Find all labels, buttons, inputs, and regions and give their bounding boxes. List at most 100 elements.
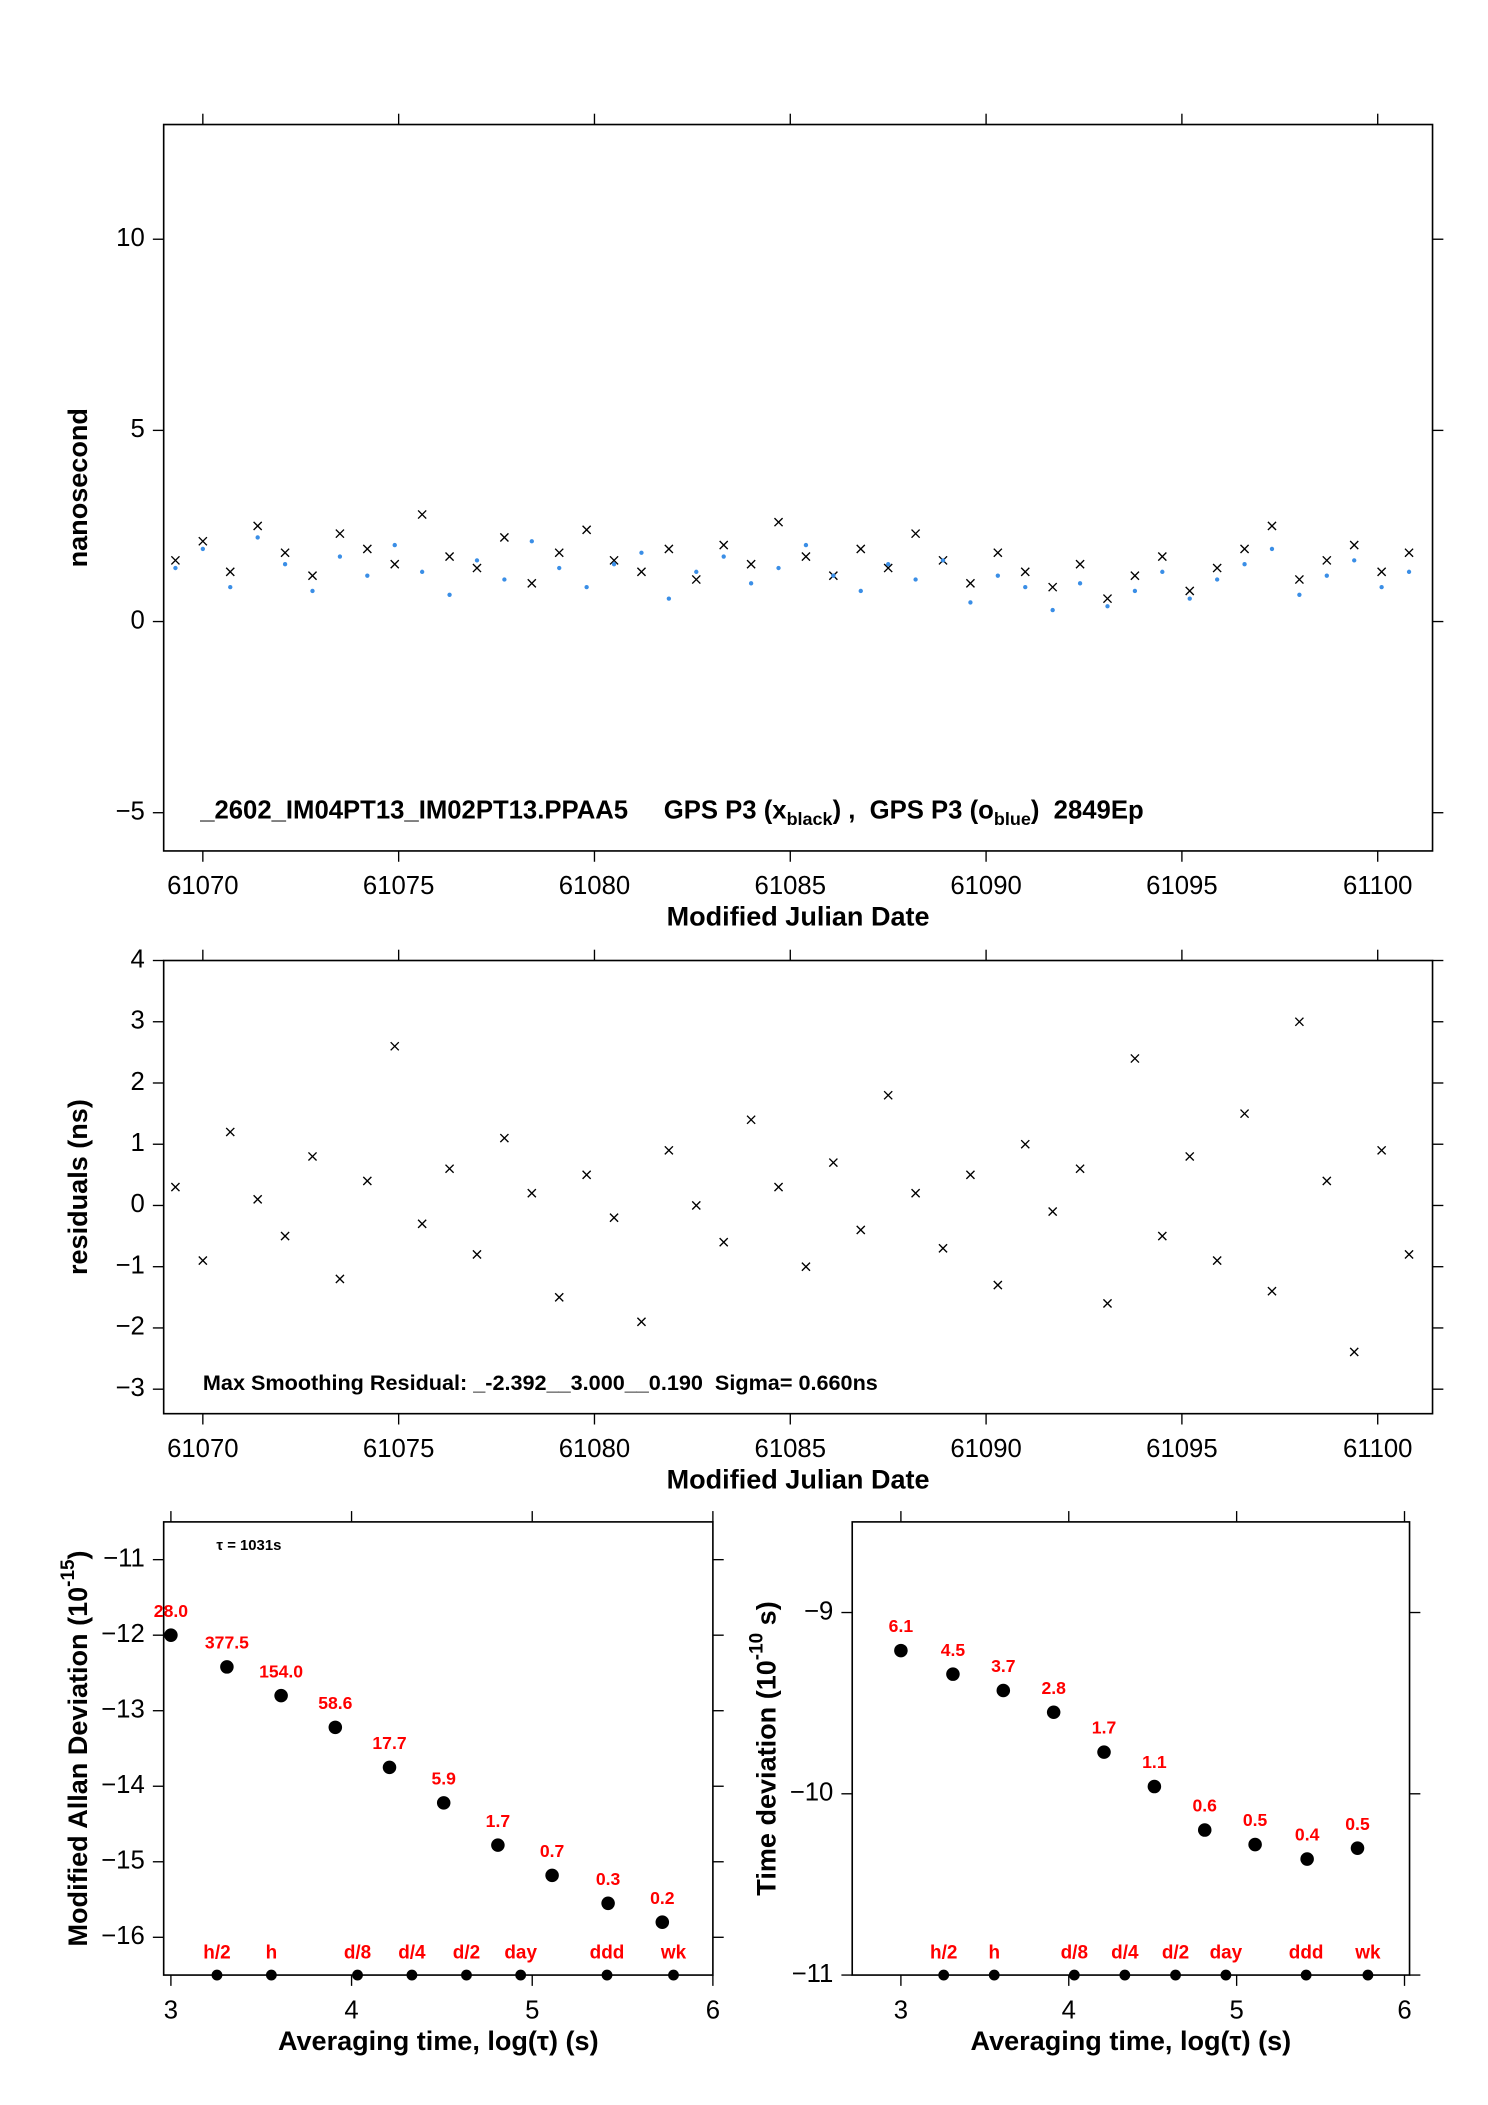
x-marker — [719, 1237, 729, 1247]
dot-marker — [894, 1643, 908, 1658]
y-tick-label: 5 — [130, 415, 144, 443]
dot-marker — [337, 554, 343, 559]
dot-marker — [858, 588, 863, 594]
x-marker — [1020, 1139, 1030, 1149]
x-marker — [1185, 1151, 1195, 1162]
x-marker — [445, 552, 455, 562]
time-marker — [601, 1969, 613, 1981]
dot-marker — [666, 596, 672, 601]
script-text: -10 — [747, 1633, 768, 1660]
time-marker — [988, 1969, 1000, 1981]
data-marks — [170, 509, 1414, 613]
point-label: 0.5 — [1345, 1814, 1370, 1834]
dot-marker — [1147, 1779, 1162, 1794]
x-marker — [499, 1133, 509, 1143]
x-marker — [801, 552, 811, 562]
time-marker — [352, 1969, 363, 1981]
x-marker — [911, 529, 921, 539]
x-marker — [1267, 521, 1277, 531]
x-marker — [527, 1188, 537, 1198]
y-tick-label: 0 — [130, 606, 144, 634]
x-tick-label: 3 — [894, 1996, 908, 2024]
x-marker — [335, 529, 345, 539]
x-marker — [1102, 1298, 1113, 1308]
x-marker — [1322, 1176, 1332, 1186]
x-axis-title: Modified Julian Date — [667, 1464, 930, 1494]
time-marker — [211, 1969, 223, 1981]
point-label: 6.1 — [889, 1616, 914, 1636]
dot-marker — [1300, 1852, 1314, 1866]
x-tick-label: 4 — [344, 1996, 358, 2024]
time-marker-label: wk — [660, 1942, 687, 1963]
point-label: 0.5 — [1243, 1810, 1268, 1830]
x-marker — [1349, 1347, 1359, 1357]
x-marker — [1294, 1017, 1304, 1027]
x-marker — [636, 567, 646, 577]
y-tick-label: −16 — [101, 1922, 145, 1950]
y-axis-title: Modified Allan Deviation (10-15) — [58, 1550, 93, 1946]
time-marker-label: d/4 — [398, 1942, 426, 1963]
annotation: Max Smoothing Residual: _-2.392__3.000__… — [203, 1370, 878, 1395]
dot-marker — [946, 1667, 960, 1681]
x-marker — [609, 1213, 619, 1223]
point-label: 5.9 — [431, 1769, 456, 1789]
point-label: 154.0 — [259, 1661, 303, 1681]
x-marker — [938, 1243, 948, 1253]
x-marker — [1322, 555, 1332, 565]
dot-marker — [913, 577, 918, 582]
x-marker — [856, 1225, 866, 1235]
x-marker — [554, 1292, 564, 1302]
dot-marker — [803, 542, 809, 548]
label-text: ) , GPS P3 (o — [833, 796, 994, 824]
plot-frame — [162, 959, 1434, 1415]
x-marker — [965, 1170, 975, 1180]
dot-marker — [164, 1628, 178, 1642]
dot-marker — [220, 1660, 234, 1674]
plot-frame — [162, 1521, 714, 1976]
x-marker — [170, 555, 180, 565]
script-text: -15 — [58, 1559, 79, 1586]
y-tick-label: −12 — [101, 1620, 145, 1648]
y-tick-label: −11 — [103, 1544, 145, 1572]
x-marker — [1294, 574, 1304, 585]
time-marker-label: h — [266, 1942, 278, 1963]
dot-marker — [776, 565, 781, 571]
data-marks — [164, 1628, 670, 1929]
x-marker — [746, 1115, 756, 1125]
x-marker — [746, 559, 756, 569]
dot-marker — [694, 569, 699, 575]
dot-marker — [655, 1915, 670, 1929]
annotation: _2602_IM04PT13_IM02PT13.PPAA5 GPS P3 (xb… — [199, 796, 1143, 828]
y-tick-label: 4 — [130, 945, 144, 973]
time-marker — [668, 1969, 679, 1981]
x-marker — [1130, 571, 1140, 581]
x-marker — [664, 1145, 674, 1155]
time-marker-label: ddd — [590, 1942, 625, 1963]
x-marker — [1075, 1164, 1085, 1174]
dot-marker — [447, 592, 452, 597]
dot-marker — [200, 546, 206, 552]
y-tick-label: 10 — [116, 224, 145, 252]
point-label: 0.3 — [596, 1869, 621, 1889]
y-tick-label: −3 — [115, 1374, 144, 1402]
dot-marker — [328, 1720, 343, 1735]
time-marker — [1220, 1969, 1232, 1981]
dot-marker — [1350, 1841, 1365, 1855]
point-label: 58.6 — [318, 1693, 352, 1713]
x-marker — [1075, 559, 1085, 569]
x-marker — [1157, 552, 1167, 562]
x-marker — [883, 563, 893, 573]
x-marker — [335, 1274, 345, 1284]
x-marker — [664, 544, 674, 554]
dot-marker — [601, 1896, 615, 1911]
x-marker — [582, 1170, 592, 1180]
x-tick-label: 5 — [525, 1996, 539, 2024]
dot-marker — [545, 1868, 559, 1883]
label-text: _2602_IM04PT13_IM02PT13.PPAA5 GPS P3 (x — [199, 796, 787, 824]
point-label: 1.7 — [1092, 1718, 1116, 1738]
time-marker — [1362, 1969, 1374, 1981]
time-marker-label: d/8 — [344, 1942, 371, 1963]
point-label: 377.5 — [205, 1633, 249, 1653]
point-label: 28.0 — [154, 1601, 188, 1621]
y-tick-label: −2 — [115, 1313, 144, 1341]
